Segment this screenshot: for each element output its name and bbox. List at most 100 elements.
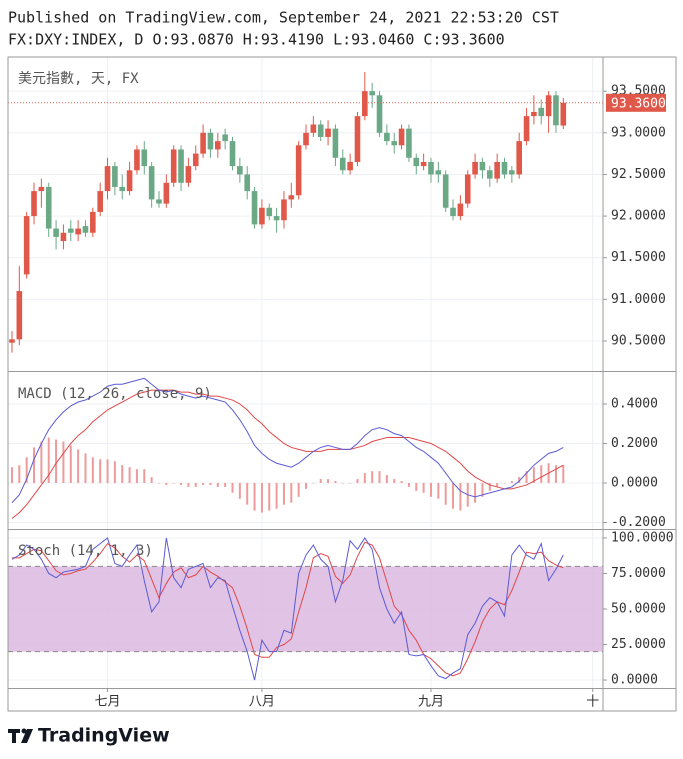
histogram-bar — [305, 482, 308, 489]
brand-logo — [8, 728, 33, 743]
candle-body — [97, 191, 103, 212]
candle-body — [134, 149, 140, 171]
candle-body — [369, 91, 375, 96]
candle-body — [494, 161, 500, 179]
histogram-bar — [209, 482, 212, 485]
histogram-bar — [422, 482, 425, 493]
brand-name: TradingView — [38, 725, 170, 747]
pane-title: Stoch (14, 1, 3) — [18, 543, 153, 559]
histogram-bar — [180, 482, 183, 485]
candle-body — [442, 174, 449, 208]
candle-body — [156, 199, 162, 204]
candle-body — [237, 166, 243, 175]
candle-body — [119, 186, 126, 192]
y-tick-label: 93.0000 — [611, 125, 666, 140]
candle-body — [376, 95, 383, 133]
histogram-bar — [18, 465, 21, 483]
histogram-bar — [143, 469, 146, 483]
histogram-bar — [481, 482, 484, 497]
candle-body — [215, 141, 221, 150]
candle-body — [163, 182, 170, 204]
histogram-bar — [99, 459, 102, 483]
candle-body — [266, 207, 273, 217]
y-tick-label: 100.0000 — [611, 530, 674, 545]
candle-body — [288, 195, 295, 200]
histogram-bar — [452, 482, 455, 509]
candle-body — [413, 157, 420, 167]
candle-body — [310, 124, 317, 133]
y-tick-label: 92.5000 — [611, 167, 666, 182]
candle-body — [428, 161, 434, 175]
x-tick-label: 九月 — [418, 695, 444, 710]
candle-body — [200, 132, 206, 154]
histogram-bar — [532, 467, 535, 483]
histogram-bar — [253, 482, 256, 511]
y-tick-label: 0.0000 — [611, 475, 658, 490]
histogram-bar — [400, 481, 403, 483]
histogram-bar — [554, 465, 557, 483]
histogram-bar — [437, 482, 440, 499]
histogram-bar — [216, 482, 219, 487]
histogram-bar — [297, 482, 300, 497]
candle-body — [244, 174, 251, 192]
candle-body — [207, 132, 214, 150]
histogram-bar — [496, 482, 499, 487]
x-tick-label: 十 — [586, 695, 599, 710]
histogram-bar — [77, 449, 80, 483]
candle-body — [31, 191, 37, 217]
y-tick-label: 92.0000 — [611, 209, 666, 224]
candle-body — [126, 170, 133, 192]
histogram-bar — [33, 447, 36, 483]
candle-body — [317, 124, 324, 137]
histogram-bar — [503, 482, 506, 484]
candle-body — [501, 161, 508, 175]
histogram-bar — [275, 482, 278, 509]
candle-body — [112, 166, 118, 187]
pane-title: 美元指數, 天, FX — [18, 71, 139, 87]
histogram-bar — [488, 482, 491, 491]
histogram-bar — [246, 482, 249, 505]
candle-body — [553, 95, 559, 126]
candle-body — [479, 161, 486, 171]
candle-body — [516, 141, 522, 175]
y-tick-label: 91.0000 — [611, 292, 666, 307]
candle-body — [391, 141, 398, 146]
histogram-bar — [341, 482, 344, 484]
y-tick-label: 0.4000 — [611, 396, 658, 411]
candle-body — [222, 134, 228, 142]
candle-body — [450, 207, 456, 217]
header-line: FX:DXY:INDEX, D O:93.0870 H:93.4190 L:93… — [8, 31, 505, 49]
signal-line — [11, 389, 564, 519]
histogram-bar — [69, 445, 72, 483]
histogram-bar — [231, 482, 234, 493]
candle-body — [281, 199, 287, 221]
histogram-bar — [415, 482, 418, 491]
histogram-bar — [290, 482, 293, 503]
candle-body — [354, 116, 361, 162]
y-tick-label: 90.5000 — [611, 334, 666, 349]
candle-body — [23, 216, 30, 275]
histogram-bar — [172, 482, 175, 484]
histogram-bar — [444, 482, 447, 505]
histogram-bar — [385, 475, 388, 483]
candle-body — [60, 232, 67, 242]
band-fill — [8, 566, 603, 652]
macd-line — [11, 377, 564, 504]
histogram-bar — [510, 481, 513, 483]
candle-body — [148, 166, 155, 200]
histogram-bar — [327, 479, 330, 483]
histogram-bar — [113, 461, 116, 483]
candle-body — [185, 166, 192, 183]
histogram-bar — [393, 479, 396, 483]
histogram-bar — [540, 465, 543, 483]
x-tick-label: 七月 — [95, 695, 121, 710]
y-tick-label: 50.0000 — [611, 601, 666, 616]
histogram-bar — [47, 437, 50, 483]
candle-body — [82, 226, 89, 233]
histogram-bar — [334, 481, 337, 483]
candle-body — [9, 339, 15, 343]
histogram-bar — [187, 482, 190, 487]
y-tick-label: 0.2000 — [611, 436, 658, 451]
candle-body — [531, 111, 537, 117]
